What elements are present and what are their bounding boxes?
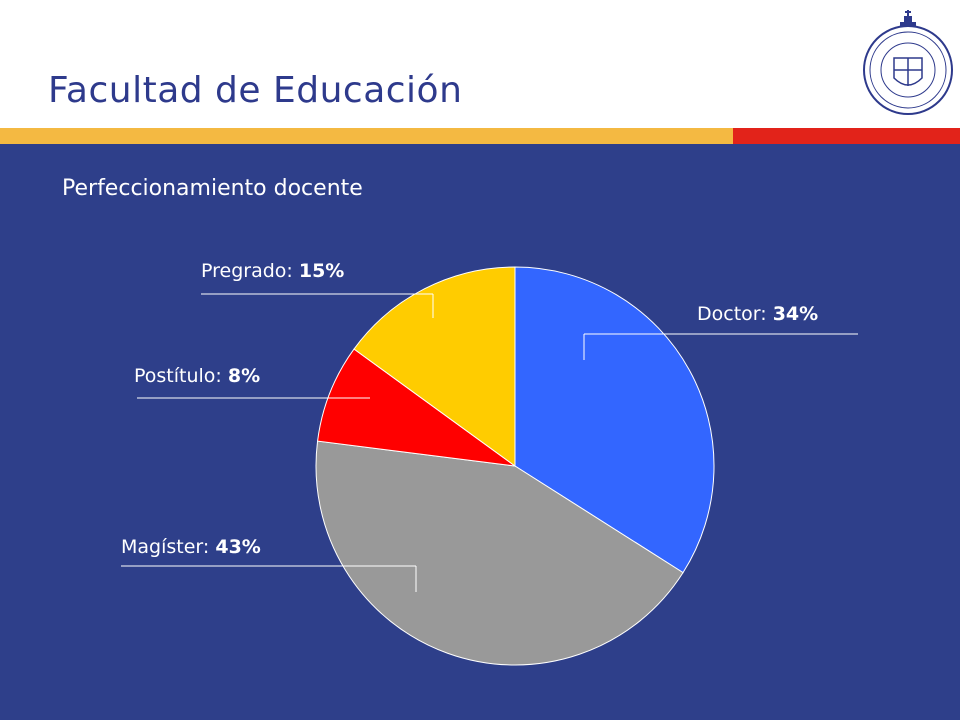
slice-name: Magíster: bbox=[121, 536, 215, 558]
slice-name: Doctor: bbox=[697, 303, 773, 325]
accent-bar-orange bbox=[0, 128, 733, 144]
data-label-doctor: Doctor: 34% bbox=[697, 303, 818, 325]
chart-title: Perfeccionamiento docente bbox=[62, 176, 363, 201]
pie-slice-magíster bbox=[315, 440, 684, 666]
pie-slice-postítulo bbox=[317, 348, 516, 467]
slice-value: 8% bbox=[228, 365, 260, 387]
accent-bar-red bbox=[733, 128, 960, 144]
slice-value: 34% bbox=[773, 303, 818, 325]
page-title: Facultad de Educación bbox=[48, 70, 463, 111]
pie-slice-pregrado bbox=[353, 266, 516, 467]
slice-value: 15% bbox=[299, 260, 344, 282]
pie-slice-doctor bbox=[514, 266, 715, 574]
slice-name: Postítulo: bbox=[134, 365, 228, 387]
data-label-magíster: Magíster: 43% bbox=[121, 536, 261, 558]
header bbox=[0, 0, 960, 128]
university-seal-icon bbox=[863, 10, 953, 115]
slice-name: Pregrado: bbox=[201, 260, 299, 282]
data-label-pregrado: Pregrado: 15% bbox=[201, 260, 344, 282]
slice-value: 43% bbox=[215, 536, 260, 558]
data-label-postítulo: Postítulo: 8% bbox=[134, 365, 260, 387]
